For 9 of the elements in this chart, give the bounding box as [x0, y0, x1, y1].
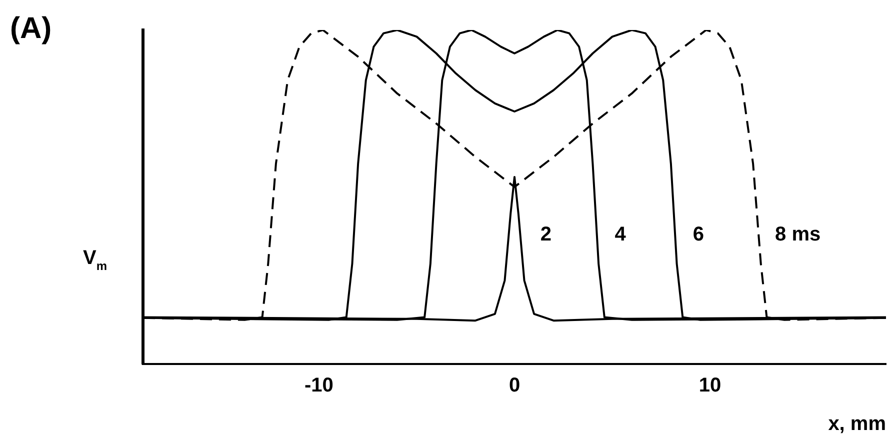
series-label: 4 [614, 223, 627, 246]
x-tick-label: -10 [304, 374, 334, 397]
x-tick-label: 10 [698, 374, 722, 397]
chart-title: (A) [10, 12, 52, 45]
series-label: 6 [692, 223, 704, 246]
x-tick-label: 0 [508, 374, 520, 397]
x-axis-title: x, mm [828, 413, 886, 435]
series-label: 8 ms [775, 223, 821, 246]
series-label: 2 [540, 223, 552, 246]
